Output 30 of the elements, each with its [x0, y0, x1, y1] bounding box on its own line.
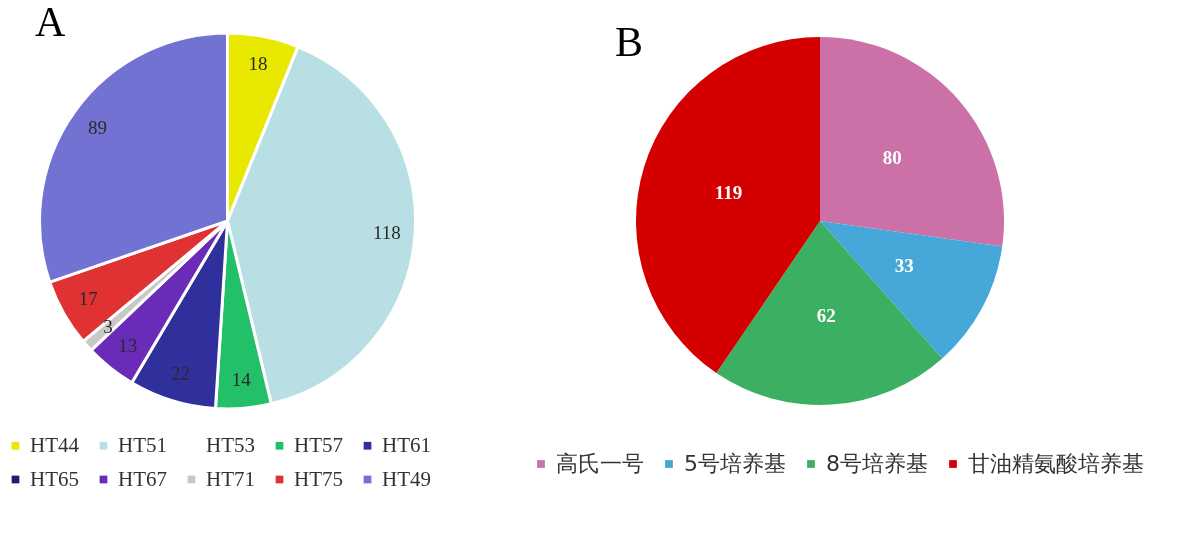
data-label: 14	[231, 369, 252, 391]
legend-label: HT71	[206, 466, 255, 491]
data-label: 13	[118, 334, 138, 356]
legend-label: HT75	[294, 466, 343, 491]
legend-label: HT51	[118, 432, 167, 457]
data-label: 80	[882, 147, 902, 169]
pie-slice	[820, 37, 1004, 247]
category-label: HT53	[206, 432, 255, 457]
chart-title: B	[615, 19, 644, 65]
data-label: 62	[816, 305, 836, 327]
data-label: 22	[170, 362, 190, 384]
chart-title: A	[35, 0, 66, 45]
legend-label: HT65	[30, 466, 79, 491]
data-label: 119	[714, 181, 743, 203]
legend-label: 8号培养基	[826, 451, 928, 476]
legend-label: HT44	[30, 432, 80, 457]
data-label: 17	[78, 288, 98, 310]
data-label: 18	[248, 53, 268, 75]
data-label: 33	[894, 255, 914, 277]
legend-label: HT49	[382, 466, 431, 491]
data-label: 3	[103, 316, 113, 338]
legend-label: 5号培养基	[684, 451, 786, 476]
pie-slice	[716, 221, 943, 405]
data-label: 118	[372, 221, 401, 243]
legend-label: HT61	[382, 432, 431, 457]
legend-label: HT57	[294, 432, 343, 457]
legend-label: 甘油精氨酸培养基	[968, 451, 1144, 476]
legend-label: 高氏一号	[556, 451, 644, 476]
data-label: 89	[87, 117, 107, 139]
legend-label: HT67	[118, 466, 167, 491]
